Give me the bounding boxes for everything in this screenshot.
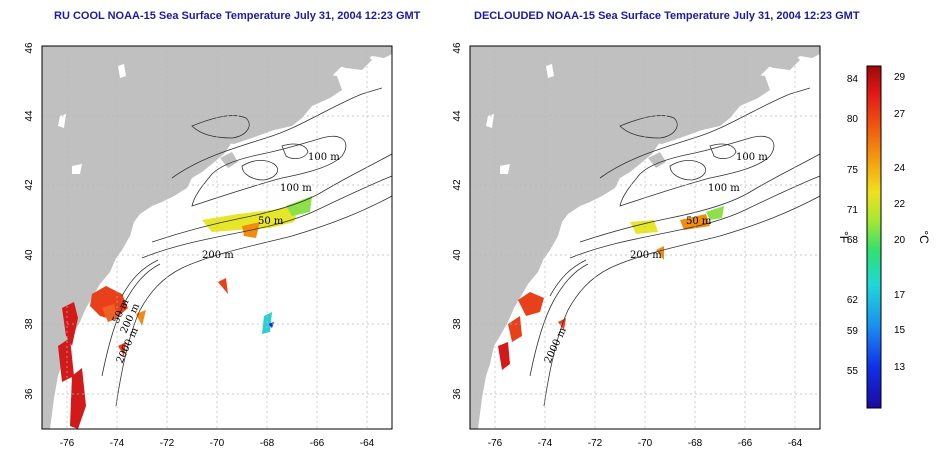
fahrenheit-tick: 84 xyxy=(847,74,859,85)
right-contour-label-100m-b: 100 m xyxy=(708,183,740,194)
celsius-tick: 27 xyxy=(894,109,906,120)
right-grid xyxy=(470,46,820,429)
left-sst-data xyxy=(58,196,312,429)
left-x-tick: -76 xyxy=(60,438,75,449)
celsius-tick: 15 xyxy=(894,325,906,336)
left-y-tick: 38 xyxy=(24,318,35,330)
fahrenheit-tick: 68 xyxy=(847,235,859,246)
right-map-panel: 100 m 100 m 50 m 200 m 2000 m -76 -74 -7… xyxy=(452,42,821,449)
celsius-tick: 29 xyxy=(894,72,906,83)
left-y-tick: 36 xyxy=(24,388,35,400)
left-map-panel: 100 m 100 m 50 m 200 m 2000 m 200 m 50 m… xyxy=(24,42,393,449)
right-x-tick: -72 xyxy=(588,438,603,449)
left-x-tick: -70 xyxy=(210,438,225,449)
fahrenheit-tick: 71 xyxy=(847,205,859,216)
celsius-tick: 20 xyxy=(894,235,906,246)
celsius-tick: 13 xyxy=(894,362,906,373)
fahrenheit-tick: 75 xyxy=(847,165,859,176)
left-x-tick: -66 xyxy=(310,438,325,449)
right-x-tick: -70 xyxy=(638,438,653,449)
right-y-tick: 42 xyxy=(452,179,463,191)
right-contour-label-200m: 200 m xyxy=(630,250,662,261)
fahrenheit-tick: 80 xyxy=(847,114,859,125)
right-map-title: DECLOUDED NOAA-15 Sea Surface Temperatur… xyxy=(474,10,860,22)
right-x-tick: -66 xyxy=(738,438,753,449)
left-contour-label-50m: 50 m xyxy=(258,216,284,227)
left-map-title: RU COOL NOAA-15 Sea Surface Temperature … xyxy=(54,10,421,22)
right-x-axis-ticks: -76 -74 -72 -70 -68 -66 -64 xyxy=(488,438,803,449)
celsius-unit-label: °C xyxy=(917,230,931,244)
colorbar-celsius-ticks: 29 27 24 22 20 17 15 13 xyxy=(894,72,906,373)
left-x-tick: -74 xyxy=(110,438,125,449)
fahrenheit-tick: 62 xyxy=(847,295,859,306)
right-contour-label-50m: 50 m xyxy=(686,216,712,227)
right-x-tick: -74 xyxy=(538,438,553,449)
right-y-tick: 38 xyxy=(452,318,463,330)
left-y-tick: 40 xyxy=(24,249,35,261)
right-y-tick: 44 xyxy=(452,110,463,122)
right-x-tick: -68 xyxy=(688,438,703,449)
left-y-axis-ticks: 36 38 40 42 44 46 xyxy=(24,42,35,400)
right-contour-label-100m-a: 100 m xyxy=(736,152,768,163)
fahrenheit-unit-label: °F xyxy=(837,231,851,243)
left-x-axis-ticks: -76 -74 -72 -70 -68 -66 -64 xyxy=(60,438,375,449)
left-contour-label-100m-a: 100 m xyxy=(308,152,340,163)
right-x-tick: -76 xyxy=(488,438,503,449)
left-map-frame xyxy=(41,45,393,430)
right-map-frame xyxy=(469,45,821,430)
celsius-tick: 22 xyxy=(894,199,906,210)
colorbar-gradient xyxy=(866,65,882,409)
fahrenheit-tick: 55 xyxy=(847,366,859,377)
colorbar-fahrenheit-ticks: 84 80 75 71 68 62 59 55 xyxy=(847,74,859,377)
left-x-tick: -64 xyxy=(360,438,375,449)
celsius-tick: 17 xyxy=(894,290,906,301)
left-x-tick: -68 xyxy=(260,438,275,449)
fahrenheit-tick: 59 xyxy=(847,326,859,337)
left-grid xyxy=(42,46,392,429)
left-x-tick: -72 xyxy=(160,438,175,449)
celsius-tick: 24 xyxy=(894,163,906,174)
left-contour-label-100m-b: 100 m xyxy=(280,183,312,194)
right-y-tick: 46 xyxy=(452,42,463,54)
left-contour-label-200m: 200 m xyxy=(202,250,234,261)
left-y-tick: 42 xyxy=(24,179,35,191)
right-y-tick: 36 xyxy=(452,388,463,400)
right-x-tick: -64 xyxy=(788,438,803,449)
left-y-tick: 44 xyxy=(24,110,35,122)
left-y-tick: 46 xyxy=(24,42,35,54)
colorbar: 84 80 75 71 68 62 59 55 29 27 24 22 20 1… xyxy=(837,65,931,409)
right-sst-data xyxy=(498,206,724,370)
right-y-tick: 40 xyxy=(452,249,463,261)
right-y-axis-ticks: 36 38 40 42 44 46 xyxy=(452,42,463,400)
